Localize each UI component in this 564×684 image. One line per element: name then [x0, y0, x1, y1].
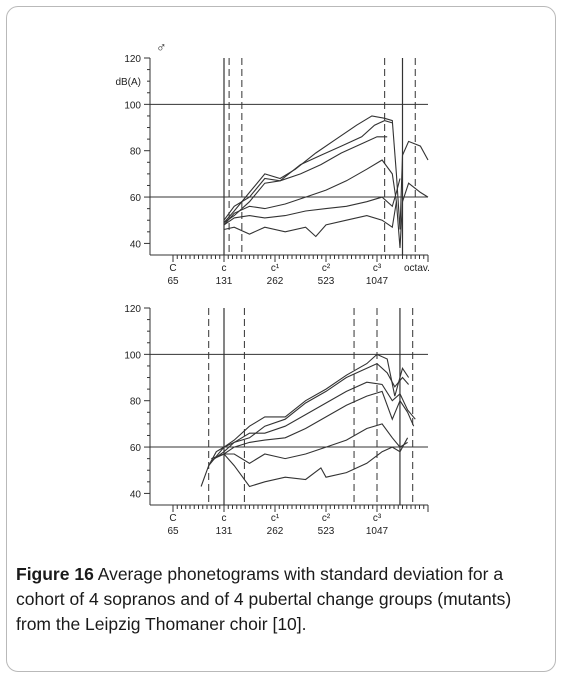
- series-line-5: [223, 178, 401, 226]
- x-tick-freq: 131: [216, 526, 233, 537]
- phonetogram-upper: 40 60 80 100 120 dB(A) ♂ C 65 c 131 c¹ 262 c² 523 c³ 104…: [115, 39, 430, 287]
- series-line-2: [208, 353, 410, 466]
- phonetogram-lower: 40 60 80 100 120 C 65 c 131 c¹ 262 c² 523 c³ 1047: [124, 304, 429, 537]
- x-tick-freq: 1047: [366, 526, 389, 537]
- x-tick-freq: 523: [318, 526, 335, 537]
- x-tick-note: c: [222, 263, 227, 274]
- series-line-4: [223, 159, 429, 249]
- series-line-6: [213, 437, 409, 488]
- y-tick-label: 100: [124, 350, 141, 361]
- y-tick-label: 60: [130, 443, 142, 454]
- series-line-1: [223, 120, 393, 221]
- x-tick-note: c: [222, 513, 227, 524]
- figure-card: [6, 6, 556, 672]
- figure-caption-text: Average phonetograms with standard devia…: [16, 564, 512, 634]
- y-tick-label: 60: [130, 193, 142, 204]
- y-tick-label: 120: [124, 304, 141, 315]
- x-tick-note: c²: [322, 513, 331, 524]
- series-line-4: [211, 390, 415, 460]
- series-line-1: [200, 362, 410, 487]
- x-tick-note: c²: [322, 263, 331, 274]
- x-tick-freq: 523: [318, 276, 335, 287]
- x-tick-note: C: [169, 263, 176, 274]
- series-line-2: [223, 115, 429, 230]
- series-line-3: [210, 381, 416, 462]
- x-tick-freq: 1047: [366, 276, 389, 287]
- x-tick-freq: 65: [167, 526, 179, 537]
- series-line-3: [223, 136, 388, 224]
- series-line-5: [213, 423, 408, 464]
- y-tick-label: 120: [124, 54, 141, 65]
- male-symbol: ♂: [156, 39, 167, 55]
- y-tick-label: 40: [130, 489, 142, 500]
- y-tick-label: 80: [130, 397, 142, 408]
- x-tick-note: c¹: [271, 263, 280, 274]
- figure-caption: Figure 16 Average phonetograms with stan…: [16, 562, 546, 637]
- x-tick-note: c¹: [271, 513, 280, 524]
- x-tick-freq: 262: [267, 276, 284, 287]
- y-axis-label: dB(A): [115, 77, 141, 88]
- x-tick-note: C: [169, 513, 176, 524]
- series-line-6: [223, 201, 397, 238]
- octave-label: octav.: [404, 263, 430, 274]
- y-tick-label: 40: [130, 239, 142, 250]
- x-tick-freq: 65: [167, 276, 179, 287]
- x-tick-note: c³: [373, 513, 382, 524]
- x-tick-freq: 131: [216, 276, 233, 287]
- x-tick-freq: 262: [267, 526, 284, 537]
- y-tick-label: 80: [130, 147, 142, 158]
- figure-label: Figure 16: [16, 564, 94, 584]
- y-tick-label: 100: [124, 100, 141, 111]
- x-tick-note: c³: [373, 263, 382, 274]
